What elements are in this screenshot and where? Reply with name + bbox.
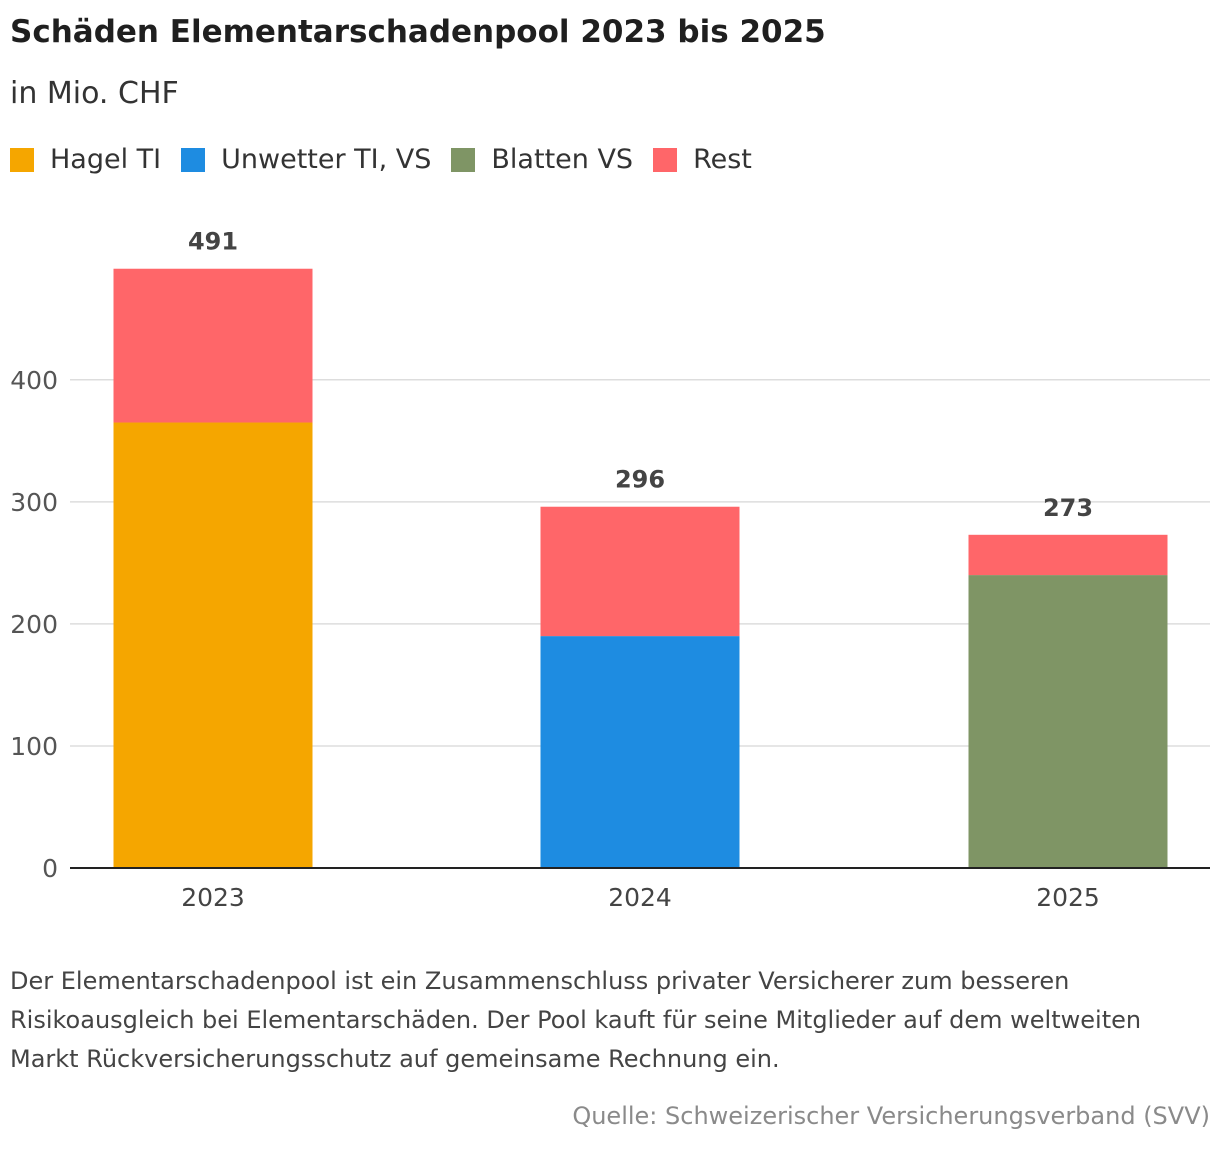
y-tick-label-100: 100 [10,732,58,761]
total-label-2025: 273 [1043,494,1093,522]
x-tick-label-2025: 2025 [1036,883,1100,912]
legend-swatch-unwetter-ti-vs [181,147,206,172]
bar-2023-series-3 [113,268,313,423]
legend-swatch-blatten-vs [451,147,476,172]
legend-item-blatten-vs: Blatten VS [451,144,633,175]
bar-2025-series-2 [968,575,1168,868]
legend-item-unwetter-ti-vs: Unwetter TI, VS [181,144,431,175]
legend-label-unwetter-ti-vs: Unwetter TI, VS [221,144,432,175]
legend-swatch-hagel-ti [10,147,34,172]
bar-2024-series-3 [540,506,740,637]
chart-subtitle: in Mio. CHF [10,76,179,111]
legend: Hagel TI Unwetter TI, VS Blatten VS Rest [10,144,772,175]
chart-source: Quelle: Schweizerischer Versicherungsver… [572,1102,1210,1130]
bar-2024-series-1 [540,636,740,868]
x-tick-label-2024: 2024 [608,883,672,912]
stacked-bar-chart: 0 100 200 300 400 491 2023 296 2024 273 2025 [10,228,1210,912]
total-label-2024: 296 [615,466,665,494]
x-tick-label-2023: 2023 [181,883,245,912]
bar-2025-series-3 [968,534,1168,576]
legend-label-rest: Rest [693,144,752,175]
y-tick-label-200: 200 [10,610,58,639]
y-tick-label-0: 0 [42,854,58,883]
chart-title: Schäden Elementarschadenpool 2023 bis 20… [10,14,826,50]
y-tick-label-400: 400 [10,366,58,395]
chart-note: Der Elementarschadenpool ist ein Zusamme… [10,967,1142,1073]
legend-label-blatten-vs: Blatten VS [491,144,634,175]
bar-2023-series-0 [113,422,313,868]
total-label-2023: 491 [188,228,238,256]
legend-item-hagel-ti: Hagel TI [10,144,161,175]
legend-label-hagel-ti: Hagel TI [50,144,162,175]
legend-swatch-rest [653,147,678,172]
legend-item-rest: Rest [653,144,752,175]
y-tick-label-300: 300 [10,488,58,517]
